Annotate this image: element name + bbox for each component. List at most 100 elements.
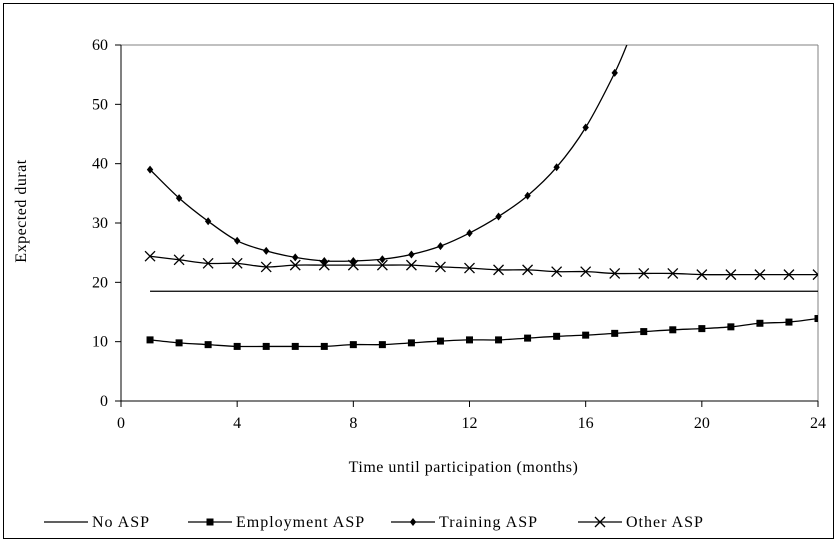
data-point-employment-asp bbox=[262, 342, 270, 350]
x-axis-title: Time until participation (months) bbox=[349, 459, 579, 476]
legend-item-employment-asp: Employment ASP bbox=[188, 514, 365, 531]
data-point-other-asp bbox=[231, 257, 243, 269]
y-tick-label: 40 bbox=[92, 156, 108, 173]
data-point-other-asp bbox=[609, 267, 621, 279]
data-point-employment-asp bbox=[233, 342, 241, 350]
data-point-other-asp bbox=[783, 269, 795, 281]
data-point-training-asp bbox=[408, 250, 415, 259]
data-point-other-asp bbox=[725, 269, 737, 281]
data-point-employment-asp bbox=[756, 319, 764, 327]
series-line-employment-asp bbox=[149, 317, 818, 348]
series-line-training-asp bbox=[149, 45, 628, 262]
data-point-employment-asp bbox=[553, 332, 561, 340]
data-point-training-asp bbox=[379, 255, 386, 264]
data-point-other-asp bbox=[493, 264, 505, 276]
data-point-other-asp bbox=[144, 250, 156, 262]
series-other-asp bbox=[144, 250, 818, 281]
data-point-employment-asp bbox=[785, 318, 793, 326]
legend-label-no-asp: No ASP bbox=[92, 514, 150, 531]
data-point-employment-asp bbox=[349, 341, 357, 349]
data-point-training-asp bbox=[233, 236, 241, 245]
legend-item-no-asp: No ASP bbox=[44, 514, 150, 531]
data-point-training-asp bbox=[292, 253, 299, 262]
data-point-other-asp bbox=[522, 264, 534, 276]
plot-area bbox=[121, 44, 819, 401]
data-point-training-asp bbox=[437, 242, 444, 251]
x-tick-label: 12 bbox=[462, 415, 478, 432]
data-point-other-asp bbox=[173, 254, 185, 266]
data-point-employment-asp bbox=[727, 323, 735, 331]
data-point-employment-asp bbox=[146, 336, 154, 344]
x-tick-label: 20 bbox=[694, 415, 710, 432]
data-point-other-asp bbox=[347, 259, 359, 271]
data-point-training-asp bbox=[146, 165, 154, 174]
data-point-other-asp bbox=[434, 261, 446, 273]
data-point-other-asp bbox=[289, 259, 301, 271]
data-point-training-asp bbox=[263, 246, 270, 255]
data-point-employment-asp bbox=[291, 342, 299, 350]
data-point-other-asp bbox=[638, 267, 650, 279]
data-point-employment-asp bbox=[698, 325, 706, 333]
data-point-other-asp bbox=[318, 259, 330, 271]
data-point-training-asp bbox=[466, 229, 473, 238]
legend-item-training-asp: Training ASP bbox=[391, 514, 538, 531]
data-point-employment-asp bbox=[640, 328, 648, 336]
data-point-employment-asp bbox=[524, 334, 532, 342]
data-point-employment-asp bbox=[436, 337, 444, 345]
data-point-employment-asp bbox=[320, 342, 328, 350]
data-point-other-asp bbox=[667, 267, 679, 279]
y-axis: 0 10 20 30 40 50 60 bbox=[92, 37, 122, 410]
data-point-employment-asp bbox=[466, 336, 473, 344]
x-tick-label: 0 bbox=[117, 415, 125, 432]
data-point-other-asp bbox=[376, 259, 388, 271]
y-tick-label: 20 bbox=[92, 274, 108, 291]
y-tick-label: 10 bbox=[92, 334, 108, 351]
data-point-other-asp bbox=[696, 269, 708, 281]
data-point-other-asp bbox=[580, 266, 592, 278]
series-layer bbox=[144, 45, 818, 350]
legend-marker-other-asp bbox=[594, 516, 606, 528]
y-tick-label: 0 bbox=[100, 393, 108, 410]
data-point-other-asp bbox=[551, 266, 563, 278]
x-tick-label: 16 bbox=[578, 415, 594, 432]
series-training-asp bbox=[146, 45, 628, 265]
legend-label-training-asp: Training ASP bbox=[439, 514, 538, 531]
data-point-employment-asp bbox=[407, 339, 415, 347]
data-point-employment-asp bbox=[495, 336, 503, 344]
y-axis-title: Expected durat bbox=[13, 159, 30, 262]
data-point-training-asp bbox=[611, 68, 618, 77]
y-tick-label: 60 bbox=[92, 37, 108, 54]
data-point-employment-asp bbox=[582, 331, 590, 339]
legend: No ASP Employment ASP Training ASP Other AS… bbox=[44, 514, 704, 531]
data-point-other-asp bbox=[202, 257, 214, 269]
series-employment-asp bbox=[146, 315, 818, 350]
legend-marker-employment-asp bbox=[206, 518, 214, 526]
data-point-employment-asp bbox=[204, 341, 212, 349]
data-point-employment-asp bbox=[175, 339, 183, 347]
data-point-training-asp bbox=[204, 217, 212, 226]
data-point-training-asp bbox=[175, 194, 183, 203]
data-point-employment-asp bbox=[814, 315, 818, 323]
data-point-other-asp bbox=[812, 269, 818, 281]
data-point-employment-asp bbox=[669, 326, 677, 334]
data-point-training-asp bbox=[524, 191, 531, 200]
series-line-other-asp bbox=[149, 255, 818, 276]
legend-item-other-asp: Other ASP bbox=[578, 514, 704, 531]
data-point-other-asp bbox=[754, 269, 766, 281]
legend-marker-training-asp bbox=[409, 518, 417, 526]
data-point-employment-asp bbox=[611, 329, 619, 337]
data-point-training-asp bbox=[582, 123, 589, 132]
data-point-other-asp bbox=[260, 261, 272, 273]
legend-label-employment-asp: Employment ASP bbox=[236, 514, 365, 531]
data-point-other-asp bbox=[405, 259, 417, 271]
data-point-other-asp bbox=[464, 262, 475, 274]
y-tick-label: 30 bbox=[92, 215, 108, 232]
x-tick-label: 4 bbox=[233, 415, 241, 432]
data-point-employment-asp bbox=[378, 341, 386, 349]
x-tick-label: 24 bbox=[810, 415, 826, 432]
x-axis: 0 4 8 12 16 20 24 bbox=[117, 400, 826, 432]
y-tick-label: 50 bbox=[92, 96, 108, 113]
legend-label-other-asp: Other ASP bbox=[626, 514, 704, 531]
chart-frame bbox=[3, 3, 834, 539]
